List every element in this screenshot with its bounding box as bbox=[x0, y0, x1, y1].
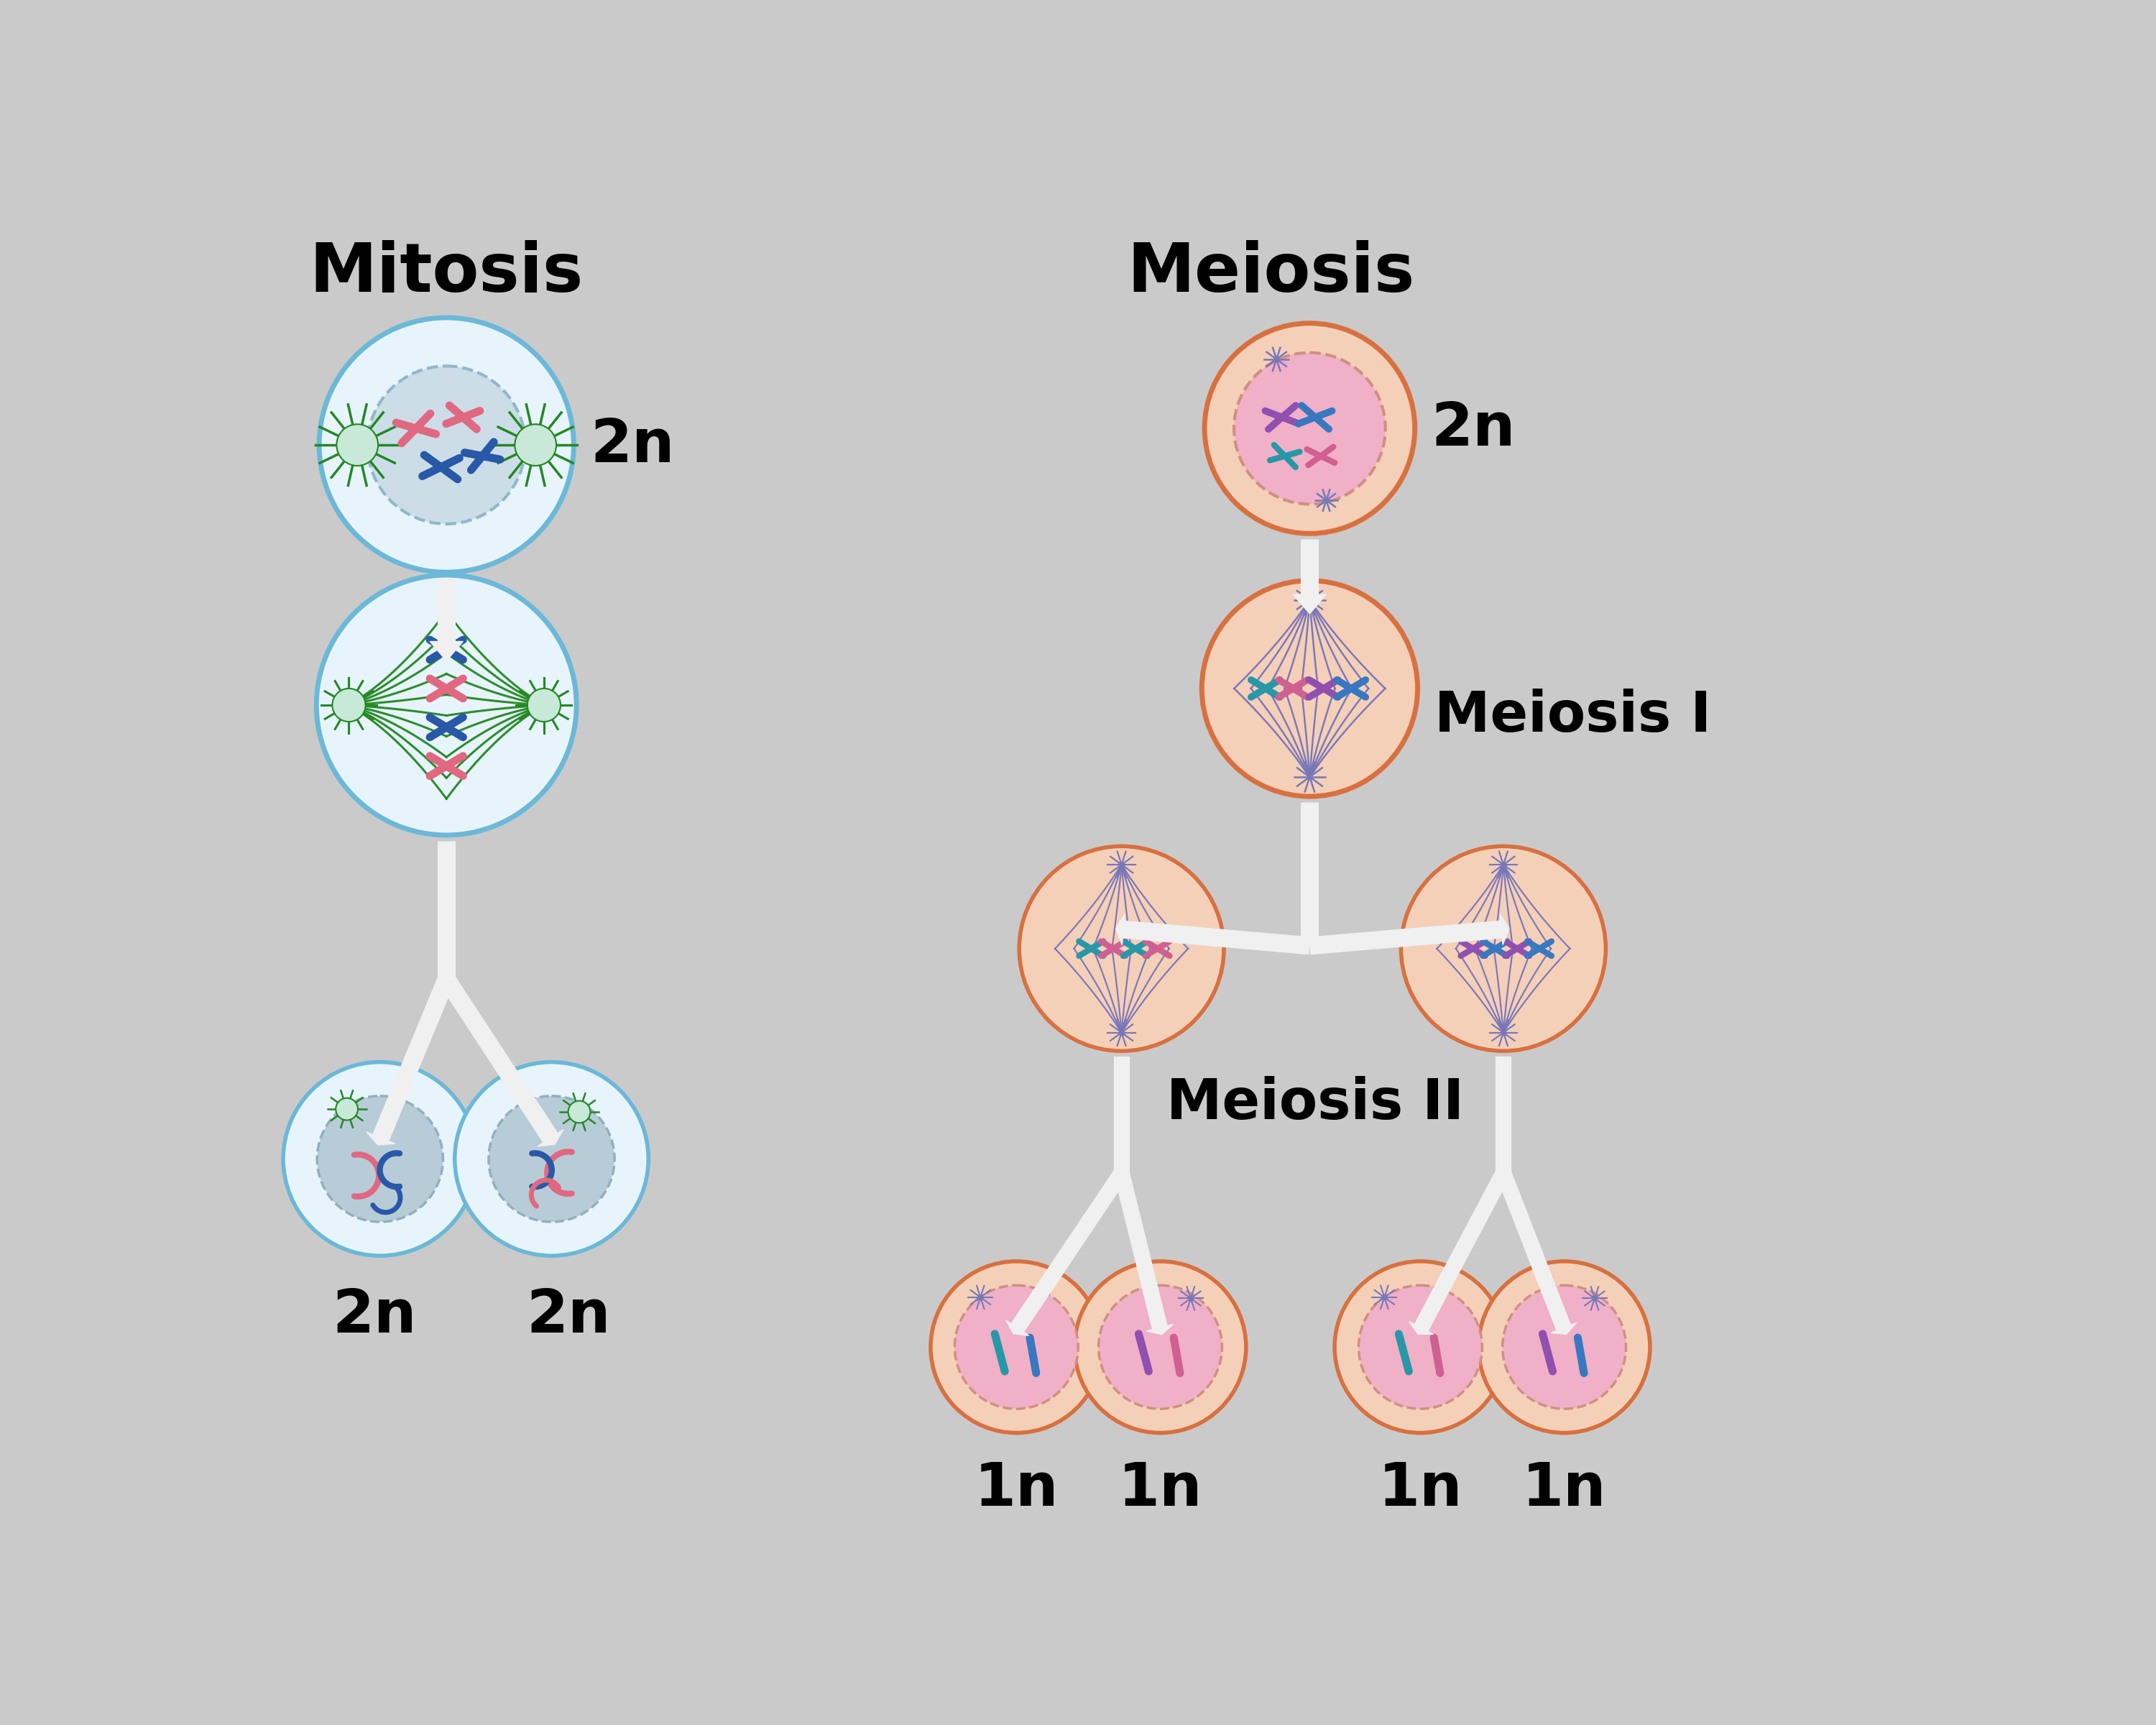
Text: Mitosis: Mitosis bbox=[310, 240, 584, 307]
Circle shape bbox=[528, 688, 561, 721]
Circle shape bbox=[1401, 847, 1606, 1051]
Text: 2n: 2n bbox=[332, 1287, 416, 1344]
Polygon shape bbox=[1550, 1323, 1576, 1335]
Circle shape bbox=[1479, 1261, 1649, 1433]
Circle shape bbox=[515, 424, 556, 466]
Circle shape bbox=[931, 1261, 1102, 1433]
Polygon shape bbox=[1147, 1325, 1173, 1335]
Polygon shape bbox=[1501, 914, 1509, 945]
Circle shape bbox=[317, 1095, 442, 1221]
Polygon shape bbox=[1117, 914, 1125, 945]
Polygon shape bbox=[367, 1132, 395, 1145]
Circle shape bbox=[1020, 847, 1225, 1051]
Text: 2n: 2n bbox=[526, 1287, 610, 1344]
Circle shape bbox=[319, 317, 573, 573]
Text: 2n: 2n bbox=[1432, 398, 1516, 457]
Circle shape bbox=[1100, 1285, 1222, 1409]
Circle shape bbox=[1074, 1261, 1246, 1433]
Text: 1n: 1n bbox=[1378, 1459, 1462, 1518]
Circle shape bbox=[332, 688, 367, 721]
Circle shape bbox=[317, 574, 576, 835]
Circle shape bbox=[955, 1285, 1078, 1409]
Text: 1n: 1n bbox=[975, 1459, 1059, 1518]
Polygon shape bbox=[537, 1130, 563, 1147]
Text: 1n: 1n bbox=[1119, 1459, 1203, 1518]
Polygon shape bbox=[1410, 1321, 1434, 1333]
Polygon shape bbox=[429, 642, 464, 661]
Circle shape bbox=[1358, 1285, 1481, 1409]
Circle shape bbox=[489, 1095, 614, 1221]
Text: Meiosis I: Meiosis I bbox=[1434, 688, 1712, 743]
Circle shape bbox=[1201, 581, 1419, 797]
Polygon shape bbox=[1007, 1320, 1028, 1335]
Circle shape bbox=[569, 1101, 591, 1123]
Circle shape bbox=[282, 1063, 476, 1256]
Circle shape bbox=[1233, 352, 1386, 504]
Text: 1n: 1n bbox=[1522, 1459, 1606, 1518]
Circle shape bbox=[336, 1099, 358, 1120]
Circle shape bbox=[336, 424, 377, 466]
Text: 2n: 2n bbox=[591, 416, 675, 474]
Circle shape bbox=[455, 1063, 649, 1256]
Circle shape bbox=[1205, 323, 1414, 533]
Circle shape bbox=[367, 366, 526, 524]
Circle shape bbox=[1335, 1261, 1507, 1433]
Circle shape bbox=[1503, 1285, 1626, 1409]
Text: Meiosis II: Meiosis II bbox=[1166, 1076, 1464, 1132]
Polygon shape bbox=[1294, 595, 1326, 614]
Text: Meiosis: Meiosis bbox=[1128, 240, 1414, 307]
